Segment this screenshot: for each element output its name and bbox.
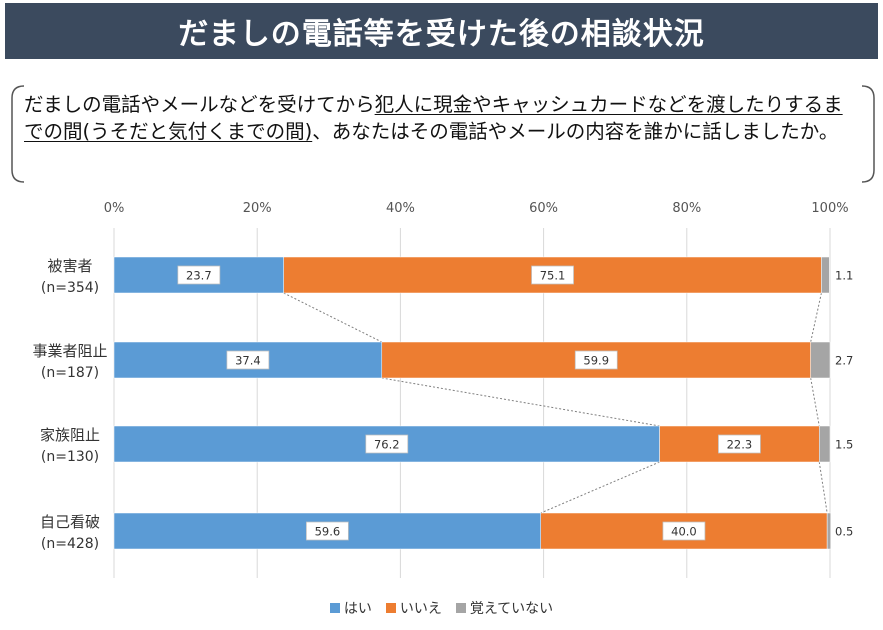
- connector-line: [381, 377, 660, 427]
- data-label: 40.0: [671, 525, 697, 539]
- data-label-box: [177, 265, 221, 285]
- connector-line: [283, 292, 383, 343]
- connector-line: [810, 377, 820, 427]
- question-part1: だましの電話やメールなどを受けてから: [24, 93, 375, 116]
- x-tick-label: 0%: [104, 201, 125, 216]
- category-n-label: (n=354): [41, 280, 99, 296]
- legend-item-yes: はい: [329, 598, 372, 618]
- legend: はい いいえ 覚えていない: [0, 598, 883, 618]
- bar-segment-dontremember: [810, 341, 831, 379]
- x-tick-label: 100%: [811, 201, 848, 216]
- question-part3: 、あなたはその電話やメールの内容を誰かに話しましたか。: [312, 120, 839, 143]
- legend-item-no: いいえ: [385, 598, 442, 618]
- data-label: 59.9: [583, 354, 609, 368]
- data-label: 0.5: [835, 525, 853, 539]
- data-label-box: [662, 521, 706, 541]
- data-label-box: [305, 521, 349, 541]
- legend-label-dontremember: 覚えていない: [469, 601, 554, 617]
- bracket-frame: [11, 85, 875, 183]
- data-label: 75.1: [540, 269, 566, 283]
- data-label: 59.6: [315, 525, 341, 539]
- data-label: 76.2: [374, 438, 400, 452]
- data-label: 37.4: [235, 354, 261, 368]
- legend-label-yes: はい: [343, 601, 372, 617]
- question-box: だましの電話やメールなどを受けてから犯人に現金やキャッシュカードなどを渡したりす…: [10, 84, 876, 184]
- bar-segment-dontremember: [819, 425, 831, 463]
- category-label: 被害者: [47, 257, 92, 275]
- category-label: 家族阻止: [40, 426, 100, 444]
- category-n-label: (n=130): [41, 449, 99, 465]
- data-label-box: [531, 265, 574, 285]
- title-bar: だましの電話等を受けた後の相談状況: [5, 3, 878, 59]
- connector-line: [818, 461, 828, 514]
- data-label-box: [718, 434, 761, 454]
- question-underlined: 犯人に現金やキャッシュカードなどを渡したりするまでの間(うそだと気付くまでの間): [24, 93, 843, 143]
- data-label-box: [226, 350, 270, 370]
- category-n-label: (n=187): [41, 365, 99, 381]
- data-label: 22.3: [727, 438, 753, 452]
- data-label: 23.7: [186, 269, 212, 283]
- legend-swatch-dontremember: [455, 603, 466, 613]
- stacked-bar-chart: 0% 20% 40% 60% 80% 100% 被害者 (n=354) 23.7 75.1 1.1 事…: [32, 201, 853, 578]
- connector-line: [540, 461, 660, 514]
- data-label-box: [574, 350, 618, 370]
- category-n-label: (n=428): [41, 536, 99, 552]
- legend-swatch-yes: [329, 603, 340, 613]
- category-label: 自己看破: [40, 513, 100, 531]
- legend-swatch-no: [385, 603, 396, 613]
- question-text: だましの電話やメールなどを受けてから犯人に現金やキャッシュカードなどを渡したりす…: [24, 91, 862, 145]
- x-tick-label: 60%: [529, 201, 558, 216]
- x-tick-label: 20%: [243, 201, 272, 216]
- page-title: だましの電話等を受けた後の相談状況: [178, 17, 705, 52]
- bar-segment-dontremember: [826, 512, 831, 550]
- data-label: 1.5: [835, 438, 853, 452]
- x-tick-label: 80%: [672, 201, 701, 216]
- legend-item-dontremember: 覚えていない: [455, 598, 554, 618]
- data-label-box: [365, 434, 409, 454]
- legend-label-no: いいえ: [399, 601, 442, 617]
- data-label: 1.1: [835, 269, 853, 283]
- bar-segment-dontremember: [821, 256, 830, 294]
- connector-line: [810, 292, 822, 343]
- x-tick-label: 40%: [386, 201, 415, 216]
- data-label: 2.7: [835, 354, 853, 368]
- category-label: 事業者阻止: [32, 342, 107, 360]
